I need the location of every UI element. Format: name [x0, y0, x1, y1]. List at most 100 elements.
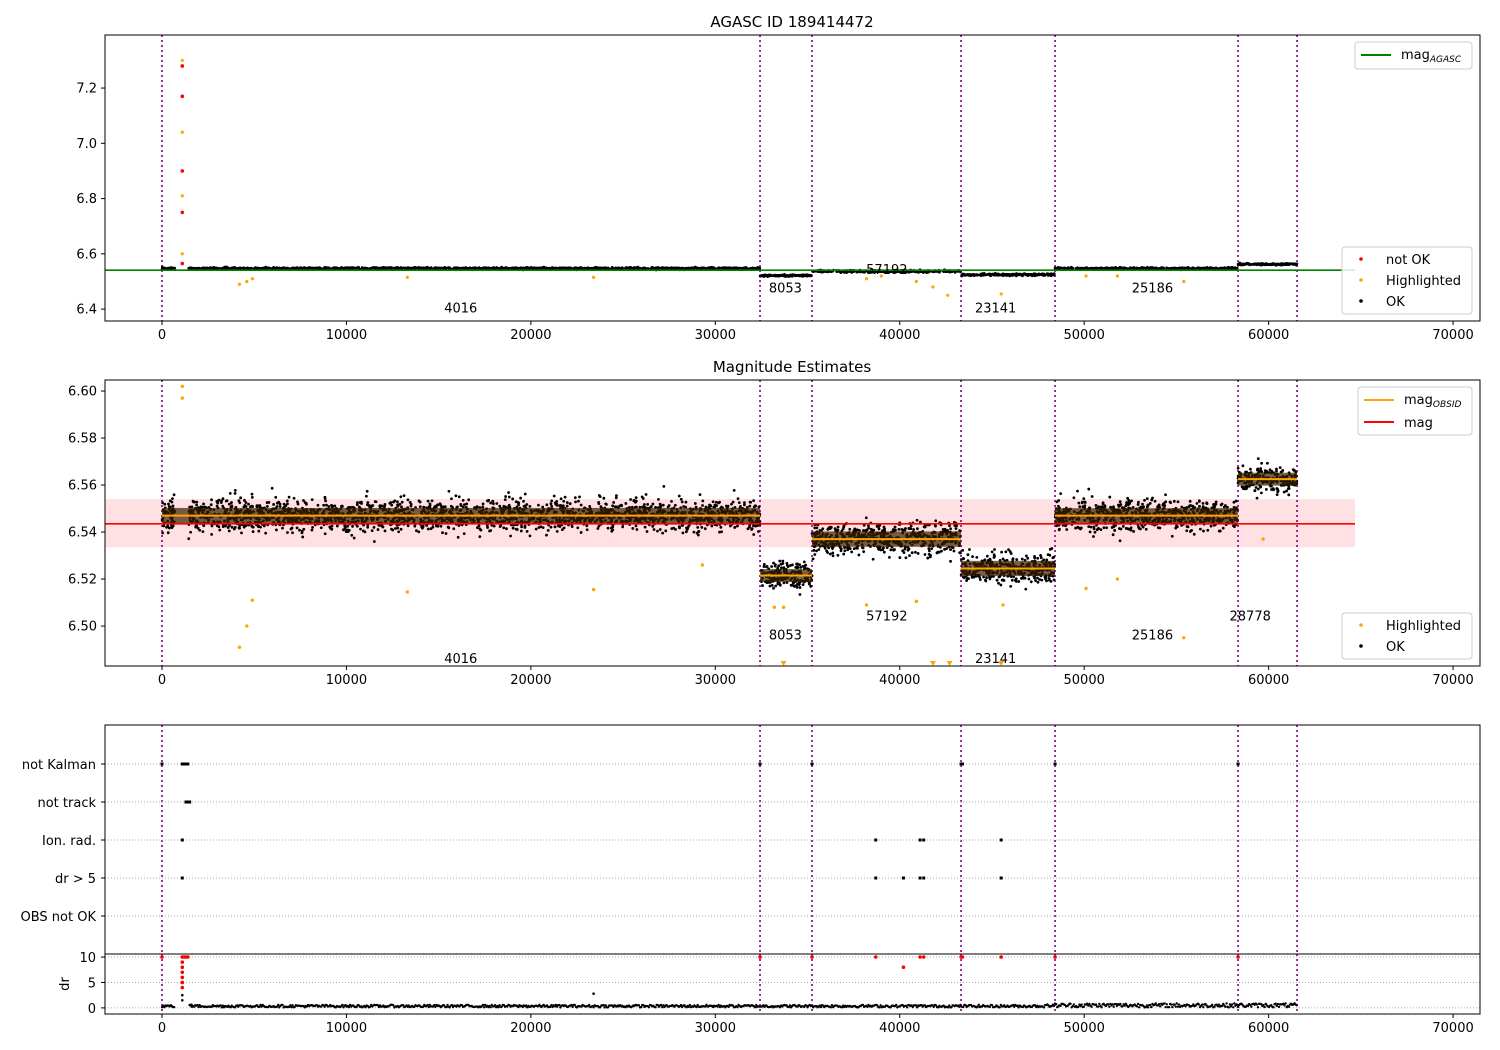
ok-point [1177, 267, 1181, 270]
x-tick-label: 0 [158, 328, 166, 343]
ok-point [335, 524, 339, 528]
ok-point [305, 502, 308, 506]
ok-point [517, 503, 520, 507]
ok-point [467, 267, 471, 271]
ok-point [754, 524, 757, 528]
ok-point [377, 523, 381, 527]
ok-point [242, 505, 246, 509]
axes-frame [104, 34, 1481, 322]
ok-point [752, 533, 756, 536]
ok-point [264, 531, 268, 535]
ok-point [372, 525, 376, 529]
ok-point [519, 266, 523, 270]
ok-point [640, 495, 644, 499]
ok-point [400, 500, 404, 504]
ok-point [602, 496, 606, 500]
ok-point [346, 524, 349, 528]
ok-point [444, 532, 448, 535]
ok-point [171, 524, 175, 528]
ok-point [379, 266, 383, 270]
ok-point [767, 273, 771, 277]
ok-point [1004, 272, 1008, 276]
ok-point [216, 501, 220, 505]
ok-point [366, 525, 370, 529]
ok-point [730, 502, 733, 506]
ok-point [537, 503, 540, 507]
ok-point [355, 501, 359, 505]
ok-point [228, 524, 231, 527]
ok-point [606, 266, 610, 270]
ok-point [1104, 266, 1108, 270]
ok-point [310, 528, 314, 532]
ok-point [614, 496, 618, 500]
ok-point [383, 529, 387, 533]
ok-point [278, 502, 282, 506]
ok-point [265, 504, 269, 508]
ok-point [447, 489, 451, 493]
highlighted-point [591, 275, 596, 279]
ok-point [511, 497, 515, 501]
ok-point [448, 267, 452, 271]
ok-point [1121, 266, 1125, 270]
ok-point [249, 266, 253, 270]
ok-point [481, 505, 485, 509]
ok-point [737, 501, 741, 505]
not-ok-point [180, 261, 185, 266]
ok-point [867, 270, 871, 274]
ok-point [516, 501, 520, 504]
ok-point [486, 526, 489, 529]
ok-point [597, 524, 601, 528]
ok-point [1183, 266, 1187, 270]
ok-point [1269, 262, 1273, 266]
ok-point [694, 505, 698, 509]
ok-point [750, 528, 753, 531]
ok-point [1264, 262, 1268, 266]
ok-point [677, 494, 681, 498]
ok-point [247, 266, 251, 270]
highlighted-point [180, 58, 184, 63]
ok-point [651, 267, 655, 270]
ok-point [712, 505, 716, 509]
ok-point [698, 493, 702, 497]
ok-point [579, 531, 583, 534]
ok-point [381, 525, 385, 529]
ok-point [463, 503, 466, 507]
ok-point [646, 503, 650, 506]
ok-point [330, 524, 334, 528]
ok-point [474, 267, 477, 271]
ok-point [588, 505, 592, 508]
ok-point [322, 503, 326, 507]
ok-point [171, 497, 174, 501]
ok-point [189, 530, 193, 534]
ok-point [517, 266, 521, 270]
ok-point [645, 530, 649, 533]
ok-point [958, 270, 962, 274]
ok-point [202, 502, 205, 506]
ok-point [1094, 266, 1098, 270]
ok-point [525, 503, 529, 506]
ok-point [209, 266, 212, 270]
ok-point [926, 270, 930, 274]
ok-point [162, 524, 166, 528]
ok-point [710, 524, 714, 528]
ok-point [1076, 266, 1079, 270]
ok-point [596, 527, 600, 530]
ok-point [1146, 265, 1149, 269]
ok-point [495, 502, 499, 505]
ok-point [417, 266, 420, 269]
ok-point [196, 526, 200, 530]
ok-point [168, 505, 172, 509]
ok-point [167, 526, 171, 530]
ok-point [1139, 267, 1142, 270]
ok-point [615, 494, 618, 498]
ok-point [398, 502, 402, 506]
ok-point [658, 528, 662, 531]
ok-point [163, 502, 167, 506]
ok-point [358, 501, 362, 504]
ok-point [272, 503, 276, 506]
ok-point [507, 495, 511, 499]
ok-point [595, 266, 599, 270]
ok-point [373, 500, 377, 503]
